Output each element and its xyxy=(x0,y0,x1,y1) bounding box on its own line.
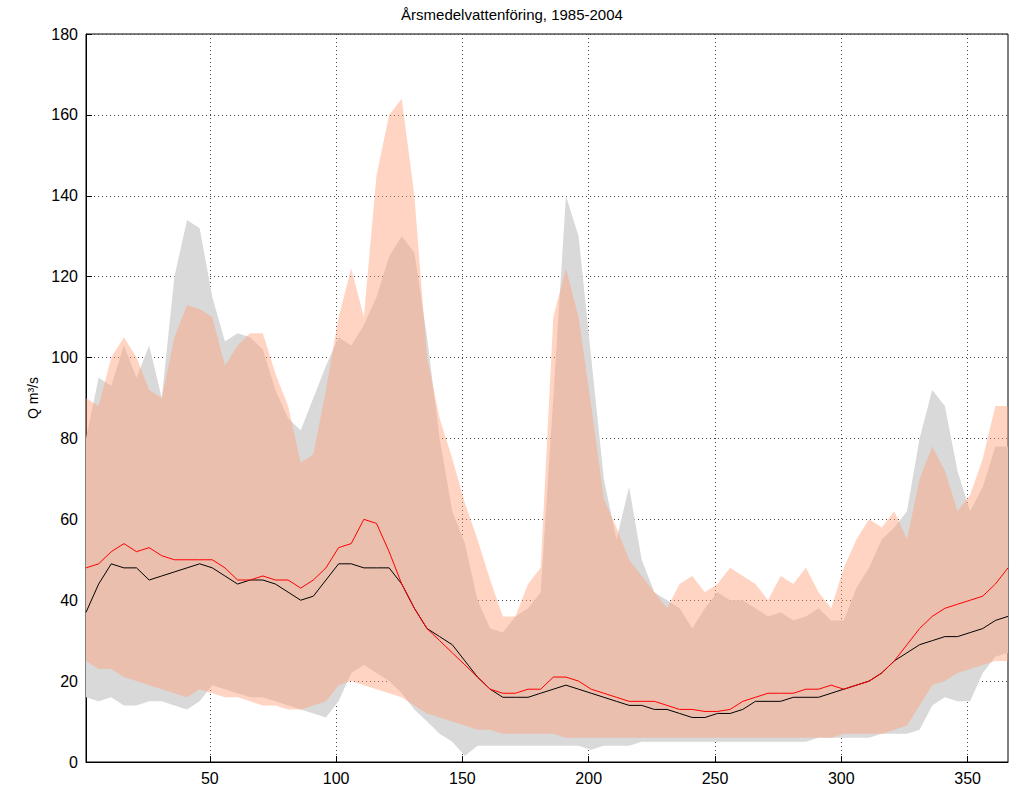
svg-text:80: 80 xyxy=(60,430,78,447)
svg-text:300: 300 xyxy=(828,770,855,787)
svg-text:100: 100 xyxy=(323,770,350,787)
svg-text:120: 120 xyxy=(51,268,78,285)
svg-text:60: 60 xyxy=(60,511,78,528)
svg-text:180: 180 xyxy=(51,26,78,43)
svg-text:Q m³/s: Q m³/s xyxy=(25,377,41,419)
svg-text:250: 250 xyxy=(702,770,729,787)
svg-text:350: 350 xyxy=(954,770,981,787)
svg-text:200: 200 xyxy=(575,770,602,787)
svg-text:Årsmedelvattenföring, 1985-200: Årsmedelvattenföring, 1985-2004 xyxy=(401,6,623,23)
svg-text:150: 150 xyxy=(449,770,476,787)
svg-text:50: 50 xyxy=(201,770,219,787)
svg-text:140: 140 xyxy=(51,187,78,204)
svg-text:20: 20 xyxy=(60,673,78,690)
svg-text:100: 100 xyxy=(51,349,78,366)
svg-text:40: 40 xyxy=(60,592,78,609)
svg-text:160: 160 xyxy=(51,106,78,123)
svg-text:0: 0 xyxy=(69,754,78,771)
